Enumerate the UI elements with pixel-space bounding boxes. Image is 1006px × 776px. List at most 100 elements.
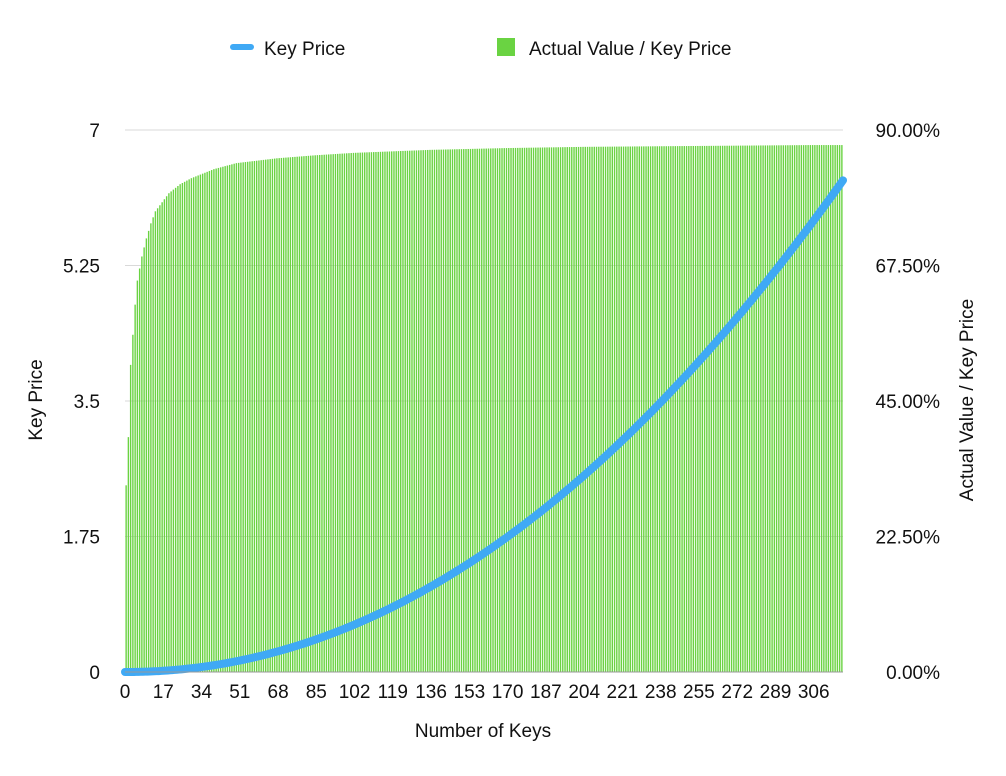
bar — [384, 151, 386, 672]
bar — [685, 146, 688, 673]
bar — [228, 164, 231, 672]
legend-swatch-actual-value — [497, 38, 515, 56]
bar — [841, 145, 843, 672]
bar — [476, 148, 478, 672]
bar — [307, 155, 310, 672]
bar — [706, 145, 708, 672]
bar — [309, 155, 312, 672]
bar — [503, 148, 505, 672]
bar — [244, 162, 247, 673]
bar — [584, 146, 586, 673]
bar — [391, 151, 393, 672]
bar — [145, 238, 148, 672]
legend-swatch-key-price — [230, 44, 254, 50]
bar — [409, 150, 411, 673]
bar — [134, 304, 136, 672]
bar — [179, 184, 181, 672]
bar — [181, 183, 184, 672]
bar — [780, 145, 782, 673]
bar — [501, 148, 503, 673]
bar — [625, 146, 627, 672]
bar — [294, 156, 296, 672]
bar — [807, 145, 809, 673]
line-series-key-price — [121, 176, 847, 676]
bar — [757, 145, 760, 673]
x-tick-label: 204 — [568, 682, 600, 703]
bar — [447, 149, 449, 672]
bar — [474, 148, 476, 672]
bar — [237, 162, 240, 672]
x-tick-label: 255 — [683, 682, 715, 703]
bar — [296, 156, 298, 672]
y-axis-left-title: Key Price — [26, 359, 47, 440]
bar — [591, 146, 593, 673]
bar — [152, 217, 154, 672]
bar — [586, 146, 589, 672]
bar — [260, 160, 262, 672]
bar — [271, 158, 274, 673]
bar — [436, 149, 438, 672]
bar — [683, 146, 686, 672]
bar — [557, 147, 559, 672]
bar — [213, 169, 215, 672]
bar — [341, 153, 343, 673]
bar — [703, 145, 706, 672]
bar — [168, 193, 170, 673]
x-tick-label: 34 — [191, 682, 213, 703]
bar — [778, 145, 780, 672]
bar — [607, 146, 609, 673]
bar — [784, 145, 787, 672]
bar — [582, 146, 584, 673]
x-tick-label: 136 — [415, 682, 447, 703]
bar — [235, 163, 238, 672]
bar — [370, 152, 373, 672]
x-tick-label: 85 — [306, 682, 327, 703]
bar — [708, 145, 710, 672]
legend: Key Price Actual Value / Key Price — [230, 38, 731, 60]
bar — [640, 146, 643, 672]
bar — [618, 146, 620, 672]
x-tick-label: 238 — [645, 682, 677, 703]
bar — [373, 152, 375, 673]
bar — [802, 145, 805, 672]
bar — [348, 153, 350, 673]
bar — [323, 154, 325, 673]
bar — [798, 145, 800, 672]
bar — [465, 149, 467, 672]
bar — [388, 151, 391, 673]
bar — [566, 147, 568, 673]
bar — [300, 156, 303, 673]
bar — [719, 145, 722, 672]
bar — [312, 155, 314, 673]
bar — [269, 159, 271, 673]
bar — [285, 157, 287, 673]
bar — [226, 165, 229, 672]
bar — [217, 167, 220, 672]
bar — [517, 147, 519, 672]
bar — [715, 145, 717, 672]
bar — [499, 148, 501, 673]
bar — [350, 153, 352, 672]
bar — [789, 145, 791, 673]
bar — [730, 145, 733, 672]
bar — [537, 147, 539, 672]
bar — [492, 148, 494, 672]
bar — [415, 150, 418, 672]
y-left-tick-label: 3.5 — [74, 392, 100, 413]
bar — [717, 145, 719, 673]
bar — [125, 485, 127, 672]
bar — [809, 145, 812, 672]
bar — [816, 145, 818, 672]
bar — [661, 146, 663, 673]
bar — [255, 160, 258, 672]
bar — [456, 149, 458, 673]
bar — [393, 151, 395, 673]
bar — [728, 145, 731, 672]
bar — [573, 147, 575, 672]
bar — [159, 205, 161, 672]
bar — [328, 154, 330, 672]
bar — [163, 199, 166, 672]
bar — [773, 145, 776, 673]
bar — [188, 179, 190, 672]
